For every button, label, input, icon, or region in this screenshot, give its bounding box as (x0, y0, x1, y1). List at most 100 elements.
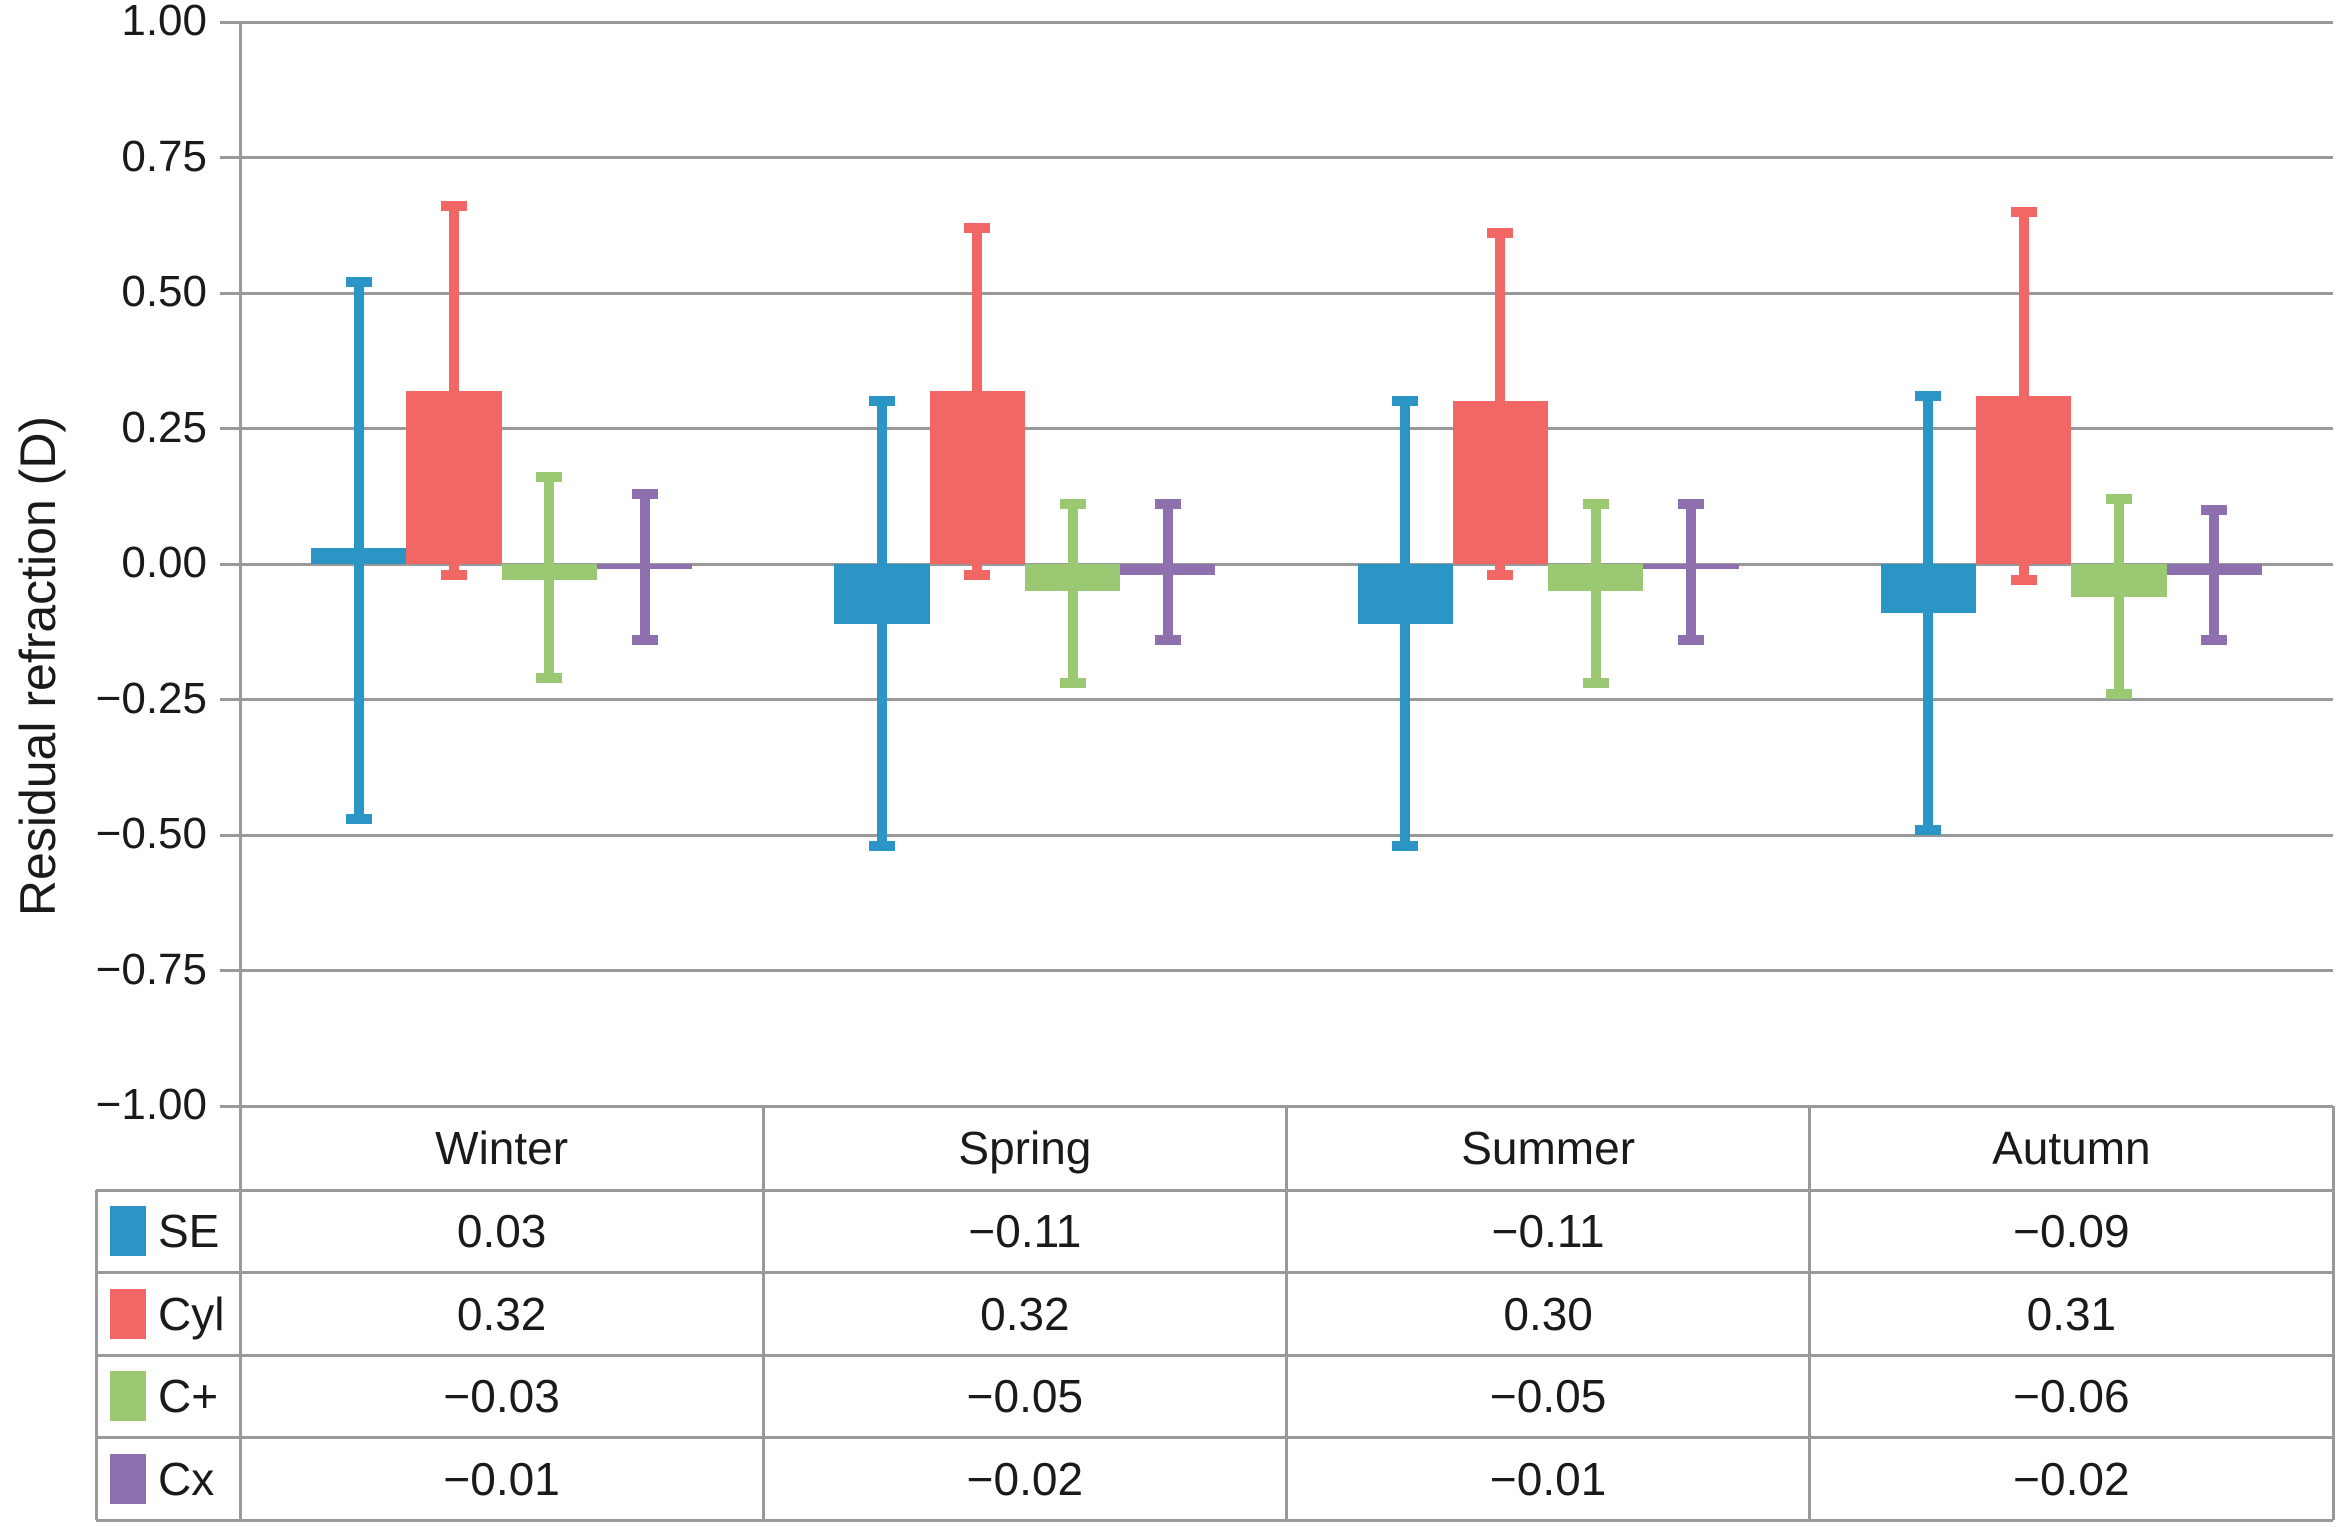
legend-label-c-plus: C+ (158, 1370, 219, 1423)
legend-cyl: Cyl (96, 1273, 240, 1356)
error-bar-cx-spring-top-cap (1154, 499, 1181, 510)
error-bar-cyl-winter-bottom-cap (440, 569, 467, 580)
error-bar-c-plus-autumn (2114, 498, 2125, 695)
error-bar-cyl-winter (448, 206, 459, 575)
error-bar-cx-summer (1686, 504, 1697, 640)
error-bar-se-summer-top-cap (1392, 396, 1419, 407)
legend-c-plus: C+ (96, 1355, 240, 1438)
table-cell-cyl-summer: 0.30 (1503, 1287, 1593, 1340)
error-bar-c-plus-summer-bottom-cap (1582, 678, 1609, 689)
table-rule (94, 1190, 98, 1520)
error-bar-se-autumn-bottom-cap (1915, 824, 1942, 835)
y-tick-label: 0.75 (121, 131, 207, 181)
table-rule (96, 1436, 2333, 1439)
error-bar-cyl-autumn (2018, 211, 2029, 581)
y-tick-mark (220, 156, 240, 159)
table-cell-se-winter: 0.03 (456, 1205, 547, 1258)
y-tick-label: 0.25 (121, 402, 207, 452)
y-tick-label: −0.50 (95, 809, 207, 858)
table-cell-cyl-autumn: 0.31 (2026, 1287, 2117, 1340)
error-bar-cyl-autumn-bottom-cap (2010, 575, 2037, 586)
table-cell-se-autumn: −0.09 (2013, 1205, 2130, 1258)
error-bar-c-plus-winter (544, 477, 555, 678)
error-bar-c-plus-summer-top-cap (1582, 499, 1609, 510)
error-bar-c-plus-winter-bottom-cap (536, 672, 563, 683)
table-rule (96, 1353, 2333, 1357)
error-bar-c-plus-spring-top-cap (1059, 499, 1086, 510)
error-bar-se-autumn-top-cap (1915, 390, 1942, 401)
gridline (240, 969, 2333, 972)
y-tick-mark (220, 20, 240, 24)
table-rule (96, 1271, 2333, 1274)
y-tick-label: −0.75 (95, 944, 207, 994)
error-bar-cx-winter (639, 493, 650, 640)
error-bar-cx-autumn (2209, 509, 2220, 640)
table-rule (96, 1188, 2333, 1192)
gridline (240, 833, 2333, 837)
y-tick-mark (220, 427, 240, 430)
table-header-summer: Summer (1461, 1122, 1636, 1174)
error-bar-se-summer (1400, 401, 1411, 846)
y-axis-line (238, 22, 242, 1106)
legend-se: SE (96, 1190, 240, 1273)
table-rule (238, 1106, 242, 1520)
table-rule (1808, 1106, 1812, 1520)
error-bar-cyl-autumn-top-cap (2010, 206, 2037, 217)
error-bar-se-summer-bottom-cap (1392, 840, 1419, 851)
error-bar-c-plus-spring-bottom-cap (1059, 678, 1086, 689)
legend-swatch-cyl (110, 1288, 146, 1339)
error-bar-cx-spring-bottom-cap (1154, 634, 1181, 645)
error-bar-se-winter-top-cap (345, 277, 372, 288)
table-header-winter: Winter (435, 1122, 569, 1174)
y-tick-label: 0.50 (121, 267, 207, 316)
error-bar-c-plus-autumn-top-cap (2106, 493, 2133, 504)
error-bar-se-winter-bottom-cap (345, 813, 372, 824)
gridline (240, 20, 2333, 24)
error-bar-c-plus-winter-top-cap (536, 472, 563, 483)
y-tick-label: −1.00 (95, 1080, 207, 1129)
error-bar-cx-summer-top-cap (1678, 499, 1705, 510)
error-bar-cyl-winter-top-cap (440, 201, 467, 212)
error-bar-se-spring-bottom-cap (868, 840, 895, 851)
y-tick-label: 1.00 (121, 0, 207, 45)
error-bar-cyl-summer (1495, 233, 1506, 575)
table-cell-cyl-spring: 0.32 (980, 1287, 1070, 1340)
gridline (240, 427, 2333, 430)
legend-swatch-c-plus (110, 1371, 146, 1422)
table-cell-c-plus-autumn: −0.06 (2013, 1370, 2130, 1423)
y-tick-mark (220, 969, 240, 972)
y-tick-label: −0.25 (95, 673, 207, 723)
error-bar-se-winter (353, 282, 364, 819)
table-rule (1285, 1106, 1288, 1520)
table-rule (2331, 1106, 2335, 1520)
y-tick-mark (220, 562, 240, 566)
table-cell-cx-summer: −0.01 (1489, 1452, 1607, 1505)
y-tick-label: 0.00 (121, 538, 207, 587)
error-bar-c-plus-summer (1590, 504, 1601, 684)
error-bar-cyl-spring (972, 227, 983, 575)
error-bar-cyl-summer-top-cap (1487, 228, 1514, 239)
y-tick-mark (220, 1104, 240, 1108)
error-bar-c-plus-autumn-bottom-cap (2106, 689, 2133, 700)
table-cell-cx-autumn: −0.02 (2013, 1452, 2130, 1505)
error-bar-cx-autumn-top-cap (2201, 504, 2228, 515)
legend-label-se: SE (158, 1205, 220, 1258)
gridline (240, 562, 2333, 566)
error-bar-se-spring-top-cap (868, 396, 895, 407)
table-cell-cyl-winter: 0.32 (456, 1287, 547, 1340)
error-bar-se-spring (876, 401, 887, 846)
error-bar-cyl-summer-bottom-cap (1487, 569, 1514, 580)
gridline (240, 698, 2333, 701)
y-tick-mark (220, 291, 240, 295)
table-header-spring: Spring (958, 1122, 1092, 1174)
legend-label-cyl: Cyl (158, 1287, 225, 1340)
error-bar-cx-winter-top-cap (631, 488, 658, 499)
error-bar-c-plus-spring (1067, 504, 1078, 684)
error-bar-cx-autumn-bottom-cap (2201, 634, 2228, 645)
y-tick-mark (220, 833, 240, 837)
table-cell-cx-winter: −0.01 (443, 1452, 560, 1505)
table-header-autumn: Autumn (1992, 1122, 2151, 1174)
gridline (240, 291, 2333, 295)
table-rule (761, 1106, 765, 1520)
error-bar-cx-winter-bottom-cap (631, 634, 658, 645)
